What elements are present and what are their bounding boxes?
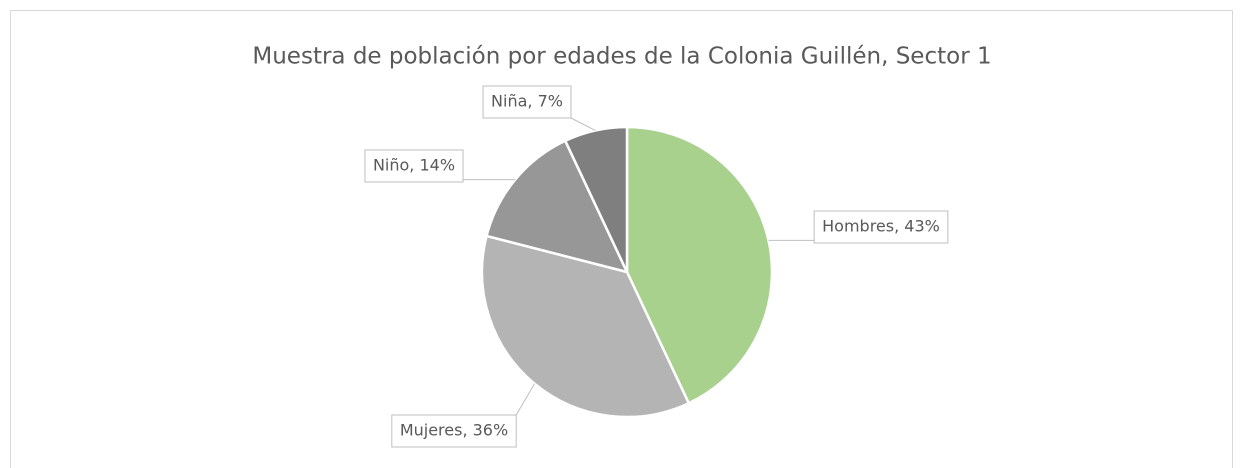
data-label: Niña, 7%	[491, 92, 563, 111]
pie-slice: Mujeres	[480, 234, 691, 419]
data-label: Mujeres, 36%	[400, 421, 508, 440]
data-label-box	[364, 149, 464, 183]
data-label-box	[482, 85, 572, 119]
data-label: Hombres, 43%	[822, 217, 940, 236]
chart-title: Muestra de población por edades de la Co…	[252, 44, 991, 70]
pie-slice: Niño	[485, 139, 630, 274]
leader-line	[515, 383, 536, 416]
pie-slice: Niña	[563, 125, 629, 273]
data-label: Niño, 14%	[373, 156, 455, 175]
data-label-box	[813, 210, 949, 244]
data-label-box	[391, 414, 517, 448]
leader-line	[570, 117, 596, 131]
